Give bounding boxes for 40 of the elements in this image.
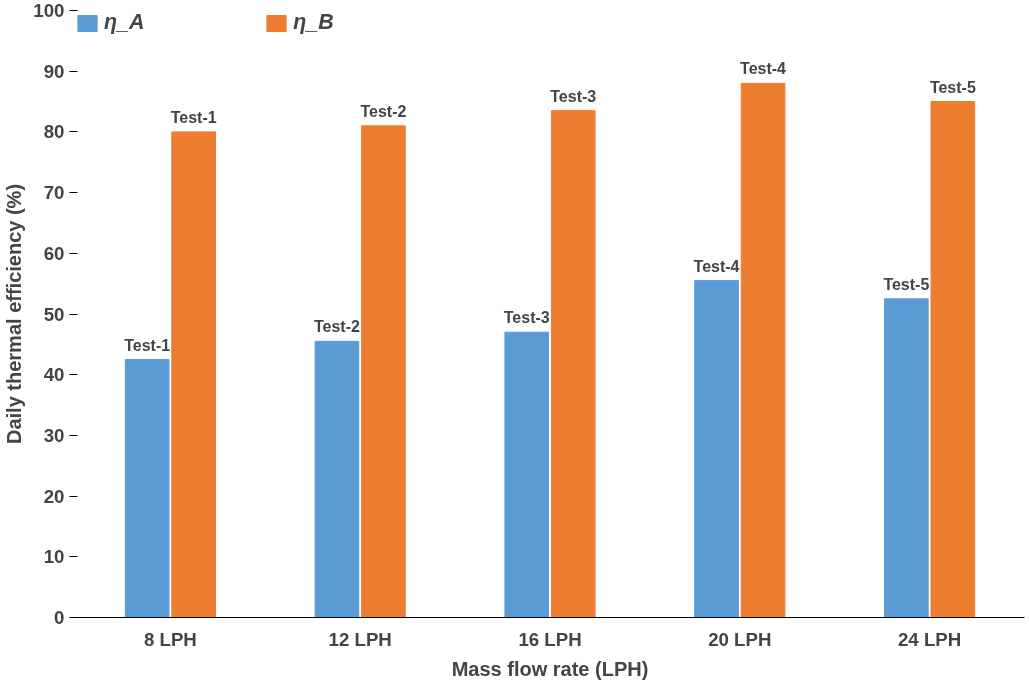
y-tick-label: 80	[43, 121, 65, 143]
y-tick-label: 0	[54, 607, 65, 628]
y-tick-label: 90	[43, 60, 65, 82]
x-tick-label: 20 LPH	[708, 628, 772, 650]
data-label: Test-2	[360, 102, 407, 120]
y-tick-label: 30	[43, 424, 65, 446]
data-label: Test-4	[740, 60, 787, 78]
x-tick-label: 16 LPH	[518, 628, 582, 650]
data-label: Test-3	[550, 87, 597, 105]
y-tick-label: 20	[43, 485, 65, 507]
bar	[361, 125, 406, 618]
bar	[504, 331, 550, 618]
y-tick-label: 100	[33, 0, 65, 21]
bar	[171, 131, 216, 618]
data-label: Test-2	[313, 318, 361, 336]
data-label: Test-1	[170, 108, 217, 126]
bar	[124, 359, 170, 618]
y-tick-label: 40	[43, 364, 65, 386]
bar	[930, 101, 976, 618]
x-tick-label: 12 LPH	[328, 628, 392, 650]
y-tick-label: 60	[43, 242, 65, 264]
bar	[550, 110, 596, 618]
data-label: Test-3	[503, 309, 550, 327]
bar	[694, 280, 739, 618]
y-tick-label: 10	[43, 546, 65, 568]
y-axis-title: Daily thermal efficiency (%)	[3, 183, 26, 445]
legend-label: η_B	[293, 10, 334, 35]
bar	[740, 82, 786, 618]
legend-label: η_A	[104, 10, 145, 35]
data-label: Test-5	[883, 275, 930, 293]
data-label: Test-5	[929, 78, 976, 96]
x-axis-title: Mass flow rate (LPH)	[451, 657, 649, 680]
data-label: Test-4	[693, 257, 740, 275]
y-tick-label: 70	[43, 182, 65, 204]
bar	[884, 298, 929, 618]
bar	[314, 340, 360, 618]
y-tick-label: 50	[43, 303, 65, 325]
data-label: Test-1	[124, 336, 171, 354]
x-tick-label: 8 LPH	[143, 628, 197, 650]
x-tick-label: 24 LPH	[897, 628, 962, 650]
